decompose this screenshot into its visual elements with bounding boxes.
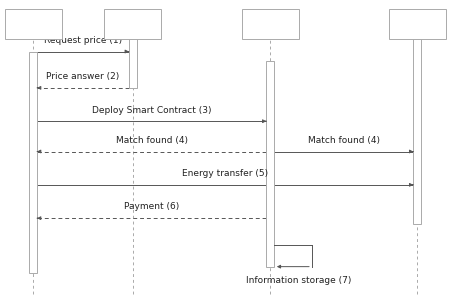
- Bar: [5, 9, 62, 39]
- Text: Payment (6): Payment (6): [124, 202, 179, 211]
- Bar: [29, 52, 37, 273]
- Bar: [266, 61, 274, 267]
- Text: Price answer (2): Price answer (2): [46, 72, 119, 81]
- Bar: [104, 9, 161, 39]
- Bar: [129, 39, 137, 88]
- Text: Match found (4): Match found (4): [308, 136, 380, 145]
- Text: Match found (4): Match found (4): [116, 136, 188, 145]
- Bar: [413, 39, 421, 224]
- Text: Request price (1): Request price (1): [44, 36, 122, 45]
- Text: Information storage (7): Information storage (7): [246, 276, 351, 285]
- Text: :CHD A: :CHD A: [16, 19, 51, 29]
- Text: Energy transfer (5): Energy transfer (5): [182, 169, 268, 178]
- Text: :TSO: :TSO: [121, 19, 144, 29]
- Bar: [389, 9, 446, 39]
- Bar: [242, 9, 299, 39]
- Text: :Blockchain: :Blockchain: [242, 19, 298, 29]
- Text: :CHD B: :CHD B: [400, 19, 435, 29]
- Text: Deploy Smart Contract (3): Deploy Smart Contract (3): [92, 105, 211, 115]
